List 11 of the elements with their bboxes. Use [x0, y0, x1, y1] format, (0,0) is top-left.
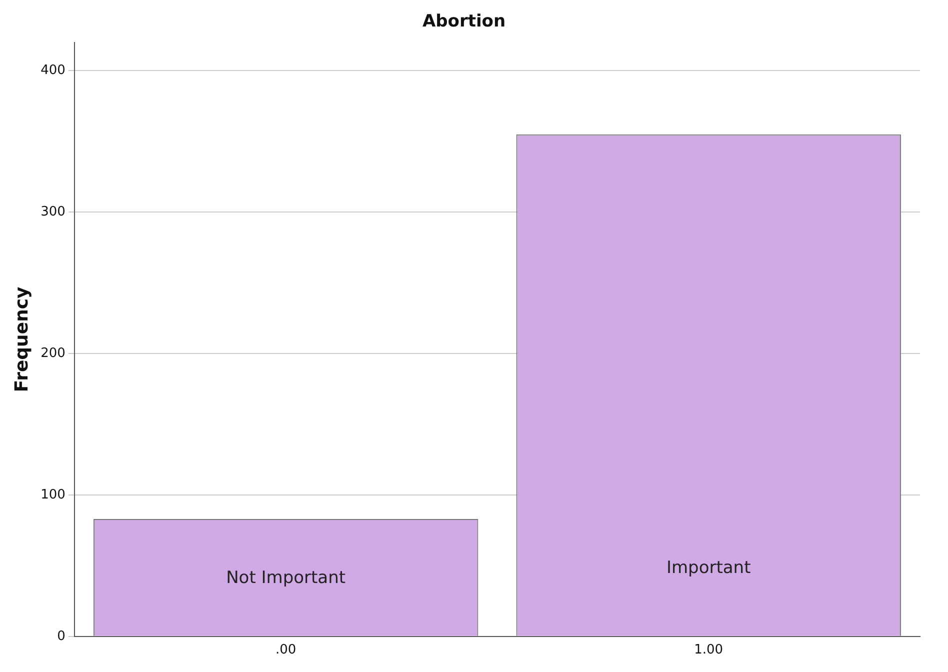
- annotation: Not Important: [226, 568, 346, 588]
- y-tick-label: 300: [40, 204, 66, 220]
- annotation: Important: [666, 558, 752, 578]
- y-tick-label: 100: [40, 487, 66, 502]
- y-axis-title: Frequency: [11, 286, 32, 392]
- x-tick-label: 1.00: [694, 642, 724, 658]
- y-tick-label: 200: [40, 346, 66, 361]
- chart-title: Abortion: [422, 12, 506, 32]
- x-tick-label: .00: [275, 642, 296, 658]
- y-tick-label: 0: [57, 628, 66, 644]
- y-tick-label: 400: [40, 63, 66, 78]
